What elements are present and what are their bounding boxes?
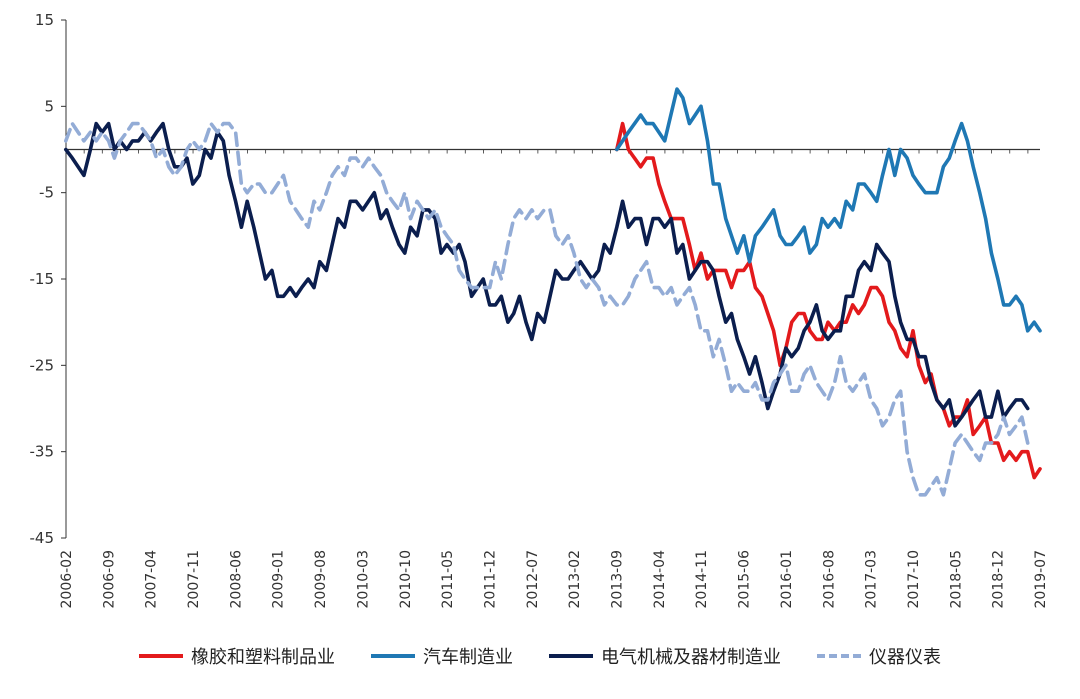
x-tick-label: 2013-02 — [567, 550, 583, 609]
series-layer — [64, 87, 1042, 497]
legend-item-2: 电气机械及器材制造业 — [549, 643, 781, 669]
series-line-1 — [615, 87, 1042, 333]
y-tick-label: -35 — [30, 443, 55, 461]
x-tick-label: 2013-09 — [610, 550, 626, 609]
x-tick-label: 2009-08 — [313, 550, 329, 609]
chart-legend: 橡胶和塑料制品业 汽车制造业 电气机械及器材制造业 仪器仪表 — [0, 636, 1080, 676]
x-tick-label: 2017-03 — [864, 550, 880, 609]
x-tick-label: 2018-12 — [991, 550, 1007, 609]
x-tick-label: 2008-06 — [228, 550, 244, 609]
legend-label: 橡胶和塑料制品业 — [191, 647, 335, 668]
legend-item-1: 汽车制造业 — [371, 643, 513, 669]
legend-swatch — [139, 654, 183, 658]
y-tick-label: -5 — [39, 184, 54, 202]
series-line-3 — [64, 121, 1030, 497]
x-tick-label: 2007-11 — [186, 550, 202, 609]
legend-swatch — [371, 654, 415, 658]
legend-swatch — [817, 654, 861, 658]
x-tick-label: 2019-07 — [1033, 550, 1049, 609]
y-tick-label: 5 — [44, 97, 54, 115]
legend-label: 电气机械及器材制造业 — [601, 647, 781, 668]
x-tick-label: 2010-10 — [398, 550, 414, 609]
x-tick-label: 2009-01 — [271, 550, 287, 609]
x-tick-label: 2018-05 — [948, 550, 964, 609]
legend-item-3: 仪器仪表 — [817, 643, 941, 669]
y-tick-label: -25 — [30, 356, 55, 374]
x-tick-label: 2006-02 — [59, 550, 75, 609]
x-tick-label: 2006-09 — [101, 550, 117, 609]
y-tick-label: -15 — [30, 270, 55, 288]
x-tick-label: 2007-04 — [144, 550, 160, 609]
x-tick-label: 2011-12 — [482, 550, 498, 609]
x-tick-label: 2014-11 — [694, 550, 710, 609]
x-tick-label: 2017-10 — [906, 550, 922, 609]
x-tick-label: 2010-03 — [355, 550, 371, 609]
legend-label: 仪器仪表 — [869, 647, 941, 668]
x-tick-label: 2014-04 — [652, 550, 668, 609]
series-line-2 — [64, 121, 1030, 428]
x-tick-label: 2016-01 — [779, 550, 795, 609]
x-tick-label: 2011-05 — [440, 550, 456, 609]
legend-swatch — [549, 654, 593, 658]
legend-label: 汽车制造业 — [423, 647, 513, 668]
x-tick-label: 2012-07 — [525, 550, 541, 609]
y-tick-label: -45 — [30, 529, 55, 547]
y-tick-label: 15 — [35, 11, 54, 29]
legend-item-0: 橡胶和塑料制品业 — [139, 643, 335, 669]
x-tick-label: 2015-06 — [737, 550, 753, 609]
x-tick-label: 2016-08 — [821, 550, 837, 609]
